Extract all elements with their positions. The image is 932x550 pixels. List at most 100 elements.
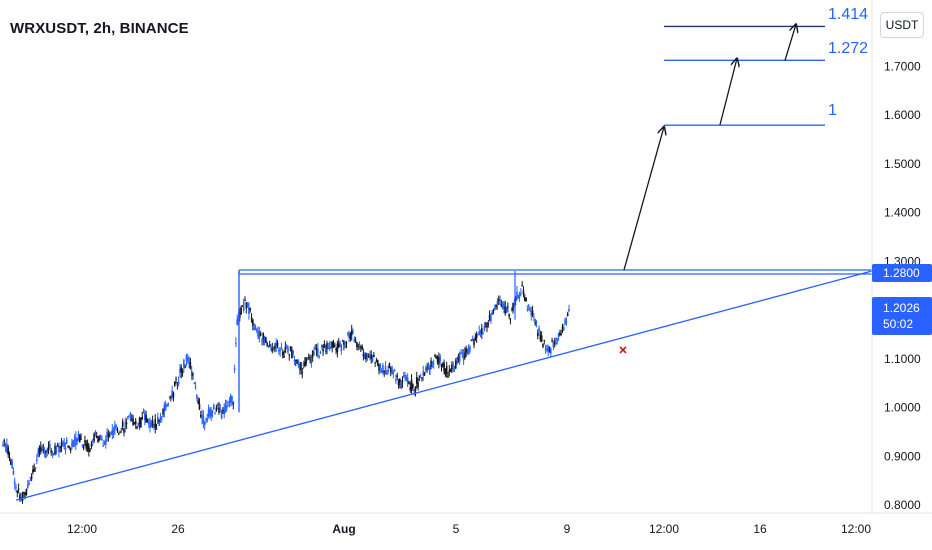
- currency-button[interactable]: USDT: [880, 12, 924, 38]
- candle-body: [396, 375, 399, 377]
- candle-body: [375, 360, 378, 362]
- candle-body: [508, 313, 510, 317]
- candle-body: [518, 295, 521, 298]
- candle-body: [535, 321, 538, 323]
- candle-body: [246, 303, 249, 308]
- candle-body: [419, 376, 422, 378]
- candle-body: [159, 416, 162, 420]
- candle-body: [218, 407, 220, 413]
- candle-body: [248, 307, 250, 314]
- candle-body: [258, 330, 261, 339]
- candle-body: [17, 488, 20, 490]
- candle-body: [288, 354, 291, 356]
- candle-body: [140, 419, 142, 428]
- candle-body: [60, 442, 63, 447]
- candle-body: [223, 408, 225, 415]
- candle-body: [69, 448, 72, 451]
- projection-arrow-2[interactable]: [719, 58, 737, 125]
- candle-body: [371, 358, 374, 362]
- candle-body: [172, 392, 175, 398]
- candle-body: [278, 350, 280, 352]
- candle-body: [28, 482, 30, 486]
- candle-body: [392, 371, 395, 374]
- candle-body: [373, 354, 375, 358]
- candle-body: [341, 339, 344, 343]
- candle-body: [206, 418, 209, 421]
- candle-body: [318, 355, 320, 357]
- candle-body: [10, 460, 12, 465]
- candle-body: [188, 358, 190, 363]
- candle-body: [102, 445, 104, 447]
- candle-body: [132, 419, 134, 426]
- candle-body: [291, 350, 293, 359]
- y-tick-label: 1.4000: [884, 206, 921, 220]
- candle-body: [56, 445, 59, 447]
- candle-body: [25, 488, 28, 496]
- candle-body: [259, 333, 262, 336]
- y-tick-label: 1.7000: [884, 59, 921, 73]
- candle-body: [212, 404, 215, 410]
- projection-arrow-1[interactable]: [623, 127, 664, 271]
- drawings-group: [15, 24, 873, 501]
- candle-body: [344, 345, 347, 347]
- candle-body: [171, 390, 173, 396]
- candle-body: [539, 334, 542, 341]
- candle-body: [516, 291, 518, 299]
- ascending-trendline[interactable]: [15, 270, 873, 501]
- candle-body: [482, 333, 484, 335]
- candle-body: [46, 449, 49, 453]
- candle-body: [379, 364, 382, 368]
- candle-body: [227, 401, 229, 403]
- candle-body: [430, 360, 432, 367]
- candle-body: [409, 387, 412, 391]
- last-price-tag: 1.2026 50:02: [872, 297, 932, 335]
- candle-body: [555, 340, 557, 344]
- candle-body: [408, 383, 410, 385]
- candle-body: [214, 413, 216, 415]
- candle-body: [315, 348, 318, 351]
- candle-body: [250, 317, 253, 319]
- candle-body: [144, 413, 146, 420]
- candle-body: [36, 459, 38, 462]
- candle-body: [336, 343, 339, 352]
- candle-body: [526, 309, 529, 311]
- candle-body: [252, 319, 254, 326]
- candle-body: [353, 339, 356, 342]
- candle-body: [514, 297, 517, 300]
- candle-body: [184, 367, 186, 369]
- candle-body: [220, 410, 223, 419]
- candle-body: [542, 344, 544, 348]
- candle-body: [103, 443, 106, 445]
- candle-body: [249, 307, 252, 310]
- candle-body: [58, 446, 60, 452]
- candle-body: [354, 340, 357, 342]
- candle-body: [235, 342, 237, 344]
- projection-arrow-3[interactable]: [784, 24, 796, 61]
- candle-body: [125, 423, 128, 425]
- candle-body: [287, 347, 289, 353]
- candle-body: [203, 422, 206, 426]
- candle-body: [326, 343, 328, 349]
- candle-body: [129, 417, 132, 421]
- candle-body: [121, 421, 124, 427]
- candle-body: [413, 391, 415, 393]
- candle-body: [151, 420, 154, 426]
- candle-body: [343, 341, 345, 345]
- candle-body: [527, 305, 530, 307]
- candle-body: [347, 332, 349, 334]
- candle-body: [495, 304, 497, 308]
- candle-body: [534, 322, 536, 324]
- candle-body: [386, 372, 388, 375]
- chart-title: WRXUSDT, 2h, BINANCE: [10, 20, 189, 37]
- candle-body: [363, 354, 366, 359]
- candle-body: [275, 342, 278, 348]
- candle-body: [435, 356, 438, 359]
- candle-body: [322, 348, 324, 352]
- candle-body: [426, 367, 428, 369]
- candle-body: [401, 380, 404, 383]
- candle-body: [47, 446, 50, 451]
- candle-body: [154, 418, 157, 428]
- candle-body: [443, 362, 445, 372]
- candle-body: [138, 417, 141, 424]
- candle-body: [486, 324, 488, 328]
